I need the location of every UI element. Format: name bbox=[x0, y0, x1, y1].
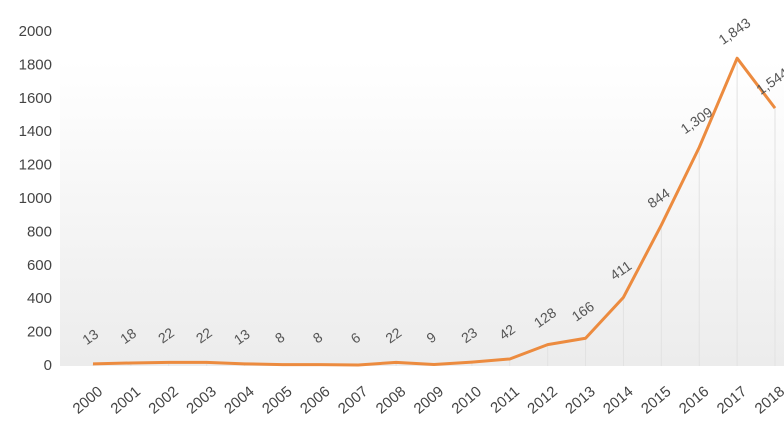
x-tick-label: 2013 bbox=[562, 383, 598, 417]
y-tick-label: 600 bbox=[27, 257, 52, 274]
x-tick-label: 2001 bbox=[108, 383, 144, 417]
x-tick-label: 2003 bbox=[183, 383, 219, 417]
x-tick-label: 2009 bbox=[411, 383, 447, 417]
y-tick-label: 1600 bbox=[19, 90, 52, 107]
x-tick-label: 2005 bbox=[259, 383, 295, 417]
y-tick-label: 1400 bbox=[19, 123, 52, 140]
x-tick-label: 2004 bbox=[221, 383, 257, 417]
y-tick-label: 200 bbox=[27, 324, 52, 341]
y-tick-label: 1000 bbox=[19, 190, 52, 207]
y-tick-label: 1800 bbox=[19, 56, 52, 73]
x-tick-label: 2012 bbox=[524, 383, 560, 417]
value-label: 1,843 bbox=[715, 14, 753, 47]
line bbox=[92, 56, 777, 367]
x-tick-label: 2000 bbox=[70, 383, 106, 417]
x-tick-label: 2002 bbox=[145, 383, 181, 417]
x-tick-label: 2007 bbox=[335, 383, 371, 417]
x-tick-label: 2017 bbox=[714, 383, 750, 417]
x-tick-label: 2015 bbox=[638, 383, 674, 417]
x-tick-label: 2011 bbox=[487, 383, 523, 417]
y-tick-label: 0 bbox=[44, 357, 52, 374]
y-tick-label: 2000 bbox=[19, 23, 52, 40]
x-tick-label: 2010 bbox=[449, 383, 485, 417]
y-tick-label: 1200 bbox=[19, 157, 52, 174]
x-tick-label: 2016 bbox=[676, 383, 712, 417]
x-tick-label: 2014 bbox=[600, 383, 636, 417]
x-tick-label: 2018 bbox=[752, 383, 784, 417]
y-tick-label: 800 bbox=[27, 223, 52, 240]
x-tick-label: 2008 bbox=[373, 383, 409, 417]
plot-background bbox=[60, 60, 784, 366]
x-tick-label: 2006 bbox=[297, 383, 333, 417]
y-tick-label: 400 bbox=[27, 290, 52, 307]
